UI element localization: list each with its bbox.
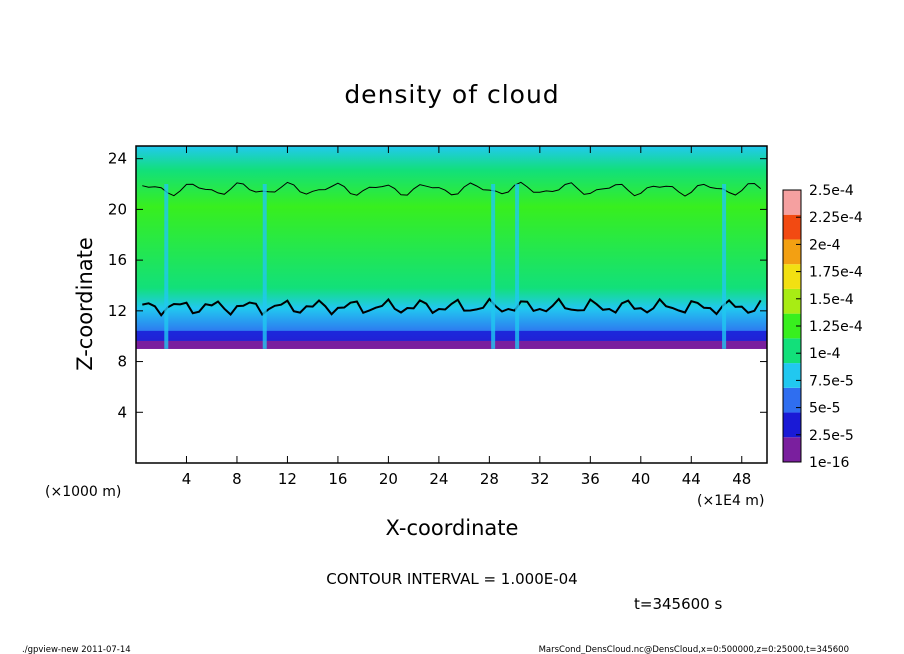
plot-area <box>136 146 767 349</box>
x-unit-left-label: (×1000 m) <box>45 484 121 500</box>
x-unit-right-label: (×1E4 m) <box>697 493 764 509</box>
x-tick-label-16: 16 <box>328 470 347 488</box>
contour-interval-note: CONTOUR INTERVAL = 1.000E-04 <box>326 570 577 588</box>
colorbar-label-1: 1e-16 <box>809 455 849 471</box>
colorbar-label-5: 1e-4 <box>809 346 841 362</box>
x-tick-label-32: 32 <box>530 470 549 488</box>
x-tick-label-40: 40 <box>631 470 650 488</box>
colorbar-label-11: 2.5e-4 <box>809 183 854 199</box>
y-tick-label-24: 24 <box>108 150 127 168</box>
x-tick-label-4: 4 <box>182 470 192 488</box>
y-tick-label-4: 4 <box>117 403 127 421</box>
footer-left: ./gpview-new 2011-07-14 <box>22 645 131 654</box>
cloud-base-blue-layer <box>136 330 767 341</box>
contour-upper <box>142 181 762 197</box>
chart-title: density of cloud <box>344 80 559 109</box>
y-axis-label: Z-coordinate <box>73 237 97 371</box>
x-tick-label-12: 12 <box>278 470 297 488</box>
x-axis-label: X-coordinate <box>386 516 519 540</box>
y-tick-label-16: 16 <box>108 251 127 269</box>
y-tick-label-12: 12 <box>108 302 127 320</box>
x-tick-label-28: 28 <box>480 470 499 488</box>
density-field <box>136 146 767 349</box>
colorbar-label-4: 7.5e-5 <box>809 373 854 389</box>
colorbar-label-6: 1.25e-4 <box>809 319 863 335</box>
footer-right: MarsCond_DensCloud.nc@DensCloud,x=0:5000… <box>539 645 849 654</box>
colorbar: 1e-16 2.5e-5 5e-5 7.5e-5 1e-4 1.25e-4 1.5e-4 1.… <box>782 183 863 471</box>
cloud-base-layer <box>136 340 767 349</box>
colorbar-swatch-10 <box>783 214 801 240</box>
colorbar-label-2: 2.5e-5 <box>809 428 854 444</box>
contour-lower <box>142 297 762 317</box>
cloud-gap-5 <box>722 184 727 349</box>
plot-frame <box>135 145 768 464</box>
colorbar-label-8: 1.75e-4 <box>809 265 863 281</box>
cloud-gap-4 <box>515 184 520 349</box>
y-tick-label-20: 20 <box>108 200 127 218</box>
colorbar-swatch-1 <box>783 437 801 462</box>
x-tick-label-8: 8 <box>232 470 242 488</box>
x-tick-label-24: 24 <box>429 470 448 488</box>
colorbar-label-3: 5e-5 <box>809 401 840 417</box>
x-tick-label-20: 20 <box>379 470 398 488</box>
cloud-gap-3 <box>491 184 496 349</box>
cloud-gap-2 <box>262 184 267 349</box>
colorbar-swatch-4 <box>783 363 801 388</box>
cloud-gap-1 <box>164 184 169 349</box>
x-tick-label-44: 44 <box>682 470 701 488</box>
colorbar-swatch-6 <box>783 313 801 339</box>
colorbar-swatch-7 <box>783 288 801 314</box>
colorbar-label-7: 1.5e-4 <box>809 292 854 308</box>
colorbar-label-10: 2.25e-4 <box>809 210 863 226</box>
colorbar-swatch-11 <box>783 190 801 215</box>
colorbar-swatch-3 <box>783 387 801 413</box>
colorbar-swatch-2 <box>783 412 801 438</box>
colorbar-swatch-8 <box>783 264 801 289</box>
time-label: t=345600 s <box>634 595 722 613</box>
x-tick-label-36: 36 <box>581 470 600 488</box>
x-tick-label-48: 48 <box>732 470 751 488</box>
colorbar-swatch-5 <box>783 338 801 364</box>
colorbar-swatch-9 <box>783 239 801 265</box>
y-tick-label-8: 8 <box>117 353 127 371</box>
colorbar-label-9: 2e-4 <box>809 237 841 253</box>
